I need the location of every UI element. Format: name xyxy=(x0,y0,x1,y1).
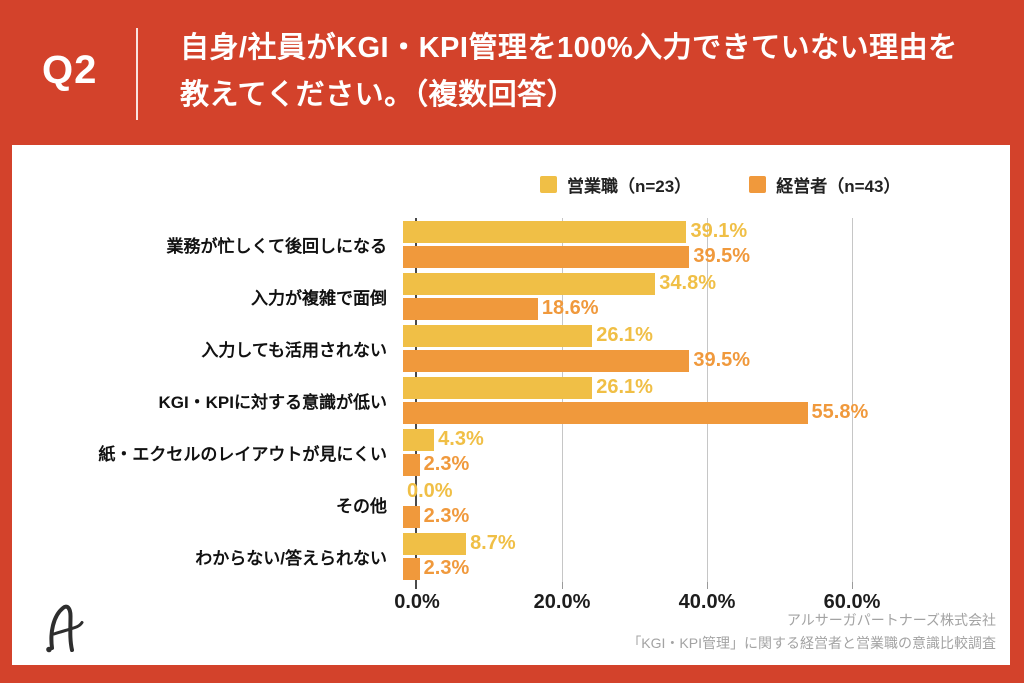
chart-row: 紙・エクセルのレイアウトが見にくい 4.3% 2.3% xyxy=(12,426,983,478)
chart-row: その他 0.0% 2.3% xyxy=(12,478,983,530)
axis-tick xyxy=(852,582,853,589)
bar-line: 39.1% xyxy=(403,220,983,243)
category-label: その他 xyxy=(336,496,387,516)
bar-line: 39.5% xyxy=(403,349,983,372)
bar xyxy=(403,557,420,580)
question-number: Q2 xyxy=(42,48,98,92)
bar xyxy=(403,245,690,268)
axis-tick xyxy=(562,582,563,589)
bar xyxy=(403,349,690,372)
bar-value-label: 2.3% xyxy=(423,557,470,579)
bar-value-label: 18.6% xyxy=(541,297,599,319)
bar xyxy=(403,297,538,320)
bar-value-label: 26.1% xyxy=(596,324,653,346)
x-tick-label: 0.0% xyxy=(394,591,440,613)
bar-value-label: 55.8% xyxy=(811,401,869,423)
chart-row: KGI・KPIに対する意識が低い 26.1% 55.8% xyxy=(12,374,983,426)
bar xyxy=(403,505,420,528)
bar xyxy=(403,272,656,295)
header-divider xyxy=(136,28,138,120)
bar-group: 0.0% 2.3% xyxy=(403,480,983,528)
chart-row: わからない/答えられない 8.7% 2.3% xyxy=(12,530,983,582)
bar-value-label: 0.0% xyxy=(407,480,453,502)
bar-value-label: 26.1% xyxy=(596,376,653,398)
bar-line: 39.5% xyxy=(403,245,983,268)
bar-line: 0.0% xyxy=(403,480,983,503)
legend-swatch-sales-icon xyxy=(540,176,557,193)
question-title: 自身/社員がKGI・KPI管理を100%入力できていない理由を 教えてください。… xyxy=(180,25,958,119)
bar-group: 4.3% 2.3% xyxy=(403,428,983,476)
bar xyxy=(403,453,420,476)
chart-row: 入力が複雑で面倒 34.8% 18.6% xyxy=(12,270,983,322)
category-label: 入力が複雑で面倒 xyxy=(251,288,387,308)
chart-row: 業務が忙しくて後回しになる 39.1% 39.5% xyxy=(12,218,983,270)
bar-line: 2.3% xyxy=(403,505,983,528)
category-label: 業務が忙しくて後回しになる xyxy=(166,236,388,256)
bar-group: 26.1% 55.8% xyxy=(403,376,983,424)
source-survey: 「KGI・KPI管理」に関する経営者と営業職の意識比較調査 xyxy=(627,635,996,651)
bar-line: 2.3% xyxy=(403,453,983,476)
chart-rows: 業務が忙しくて後回しになる 39.1% 39.5% 入力が複雑で面倒 34.8% 18.6… xyxy=(12,218,983,582)
bar-group: 8.7% 2.3% xyxy=(403,532,983,580)
bar-value-label: 39.5% xyxy=(693,245,751,267)
bar-group: 26.1% 39.5% xyxy=(403,324,983,372)
bar-line: 2.3% xyxy=(403,557,983,580)
bar-line: 4.3% xyxy=(403,428,983,451)
bar-value-label: 2.3% xyxy=(423,505,470,527)
bar-group: 34.8% 18.6% xyxy=(403,272,983,320)
x-tick-label: 40.0% xyxy=(678,591,736,613)
axis-tick xyxy=(707,582,708,589)
bar-value-label: 4.3% xyxy=(438,428,484,450)
bar-line: 18.6% xyxy=(403,297,983,320)
x-axis-labels: 0.0% 20.0% 40.0% 60.0% xyxy=(12,591,1010,615)
bar xyxy=(403,376,593,399)
bar-line: 26.1% xyxy=(403,324,983,347)
category-label: わからない/答えられない xyxy=(195,548,387,568)
legend-item-executives: 経営者（n=43） xyxy=(749,172,900,197)
bar xyxy=(403,428,435,451)
bar-line: 34.8% xyxy=(403,272,983,295)
question-title-line1: 自身/社員がKGI・KPI管理を100%入力できていない理由を xyxy=(180,32,958,64)
chart-row: 入力しても活用されない 26.1% 39.5% xyxy=(12,322,983,374)
category-label: 紙・エクセルのレイアウトが見にくい xyxy=(98,444,387,464)
legend-label-sales: 営業職（n=23） xyxy=(567,177,692,196)
bar-value-label: 2.3% xyxy=(423,453,470,475)
bar-group: 39.1% 39.5% xyxy=(403,220,983,268)
bar-value-label: 8.7% xyxy=(470,532,516,554)
question-title-line2: 教えてください。（複数回答） xyxy=(180,79,577,111)
bar xyxy=(403,401,808,424)
x-tick-label: 20.0% xyxy=(533,591,591,613)
legend-item-sales: 営業職（n=23） xyxy=(540,172,691,197)
legend-label-executives: 経営者（n=43） xyxy=(776,177,901,196)
source-company: アルサーガパートナーズ株式会社 xyxy=(786,612,996,628)
source-note: アルサーガパートナーズ株式会社 「KGI・KPI管理」に関する経営者と営業職の意… xyxy=(627,609,996,655)
x-tick-label: 60.0% xyxy=(823,591,881,613)
chart-legend: 営業職（n=23） 経営者（n=43） xyxy=(540,172,900,197)
alsaga-logo-icon xyxy=(46,604,84,653)
bar-line: 26.1% xyxy=(403,376,983,399)
bar xyxy=(403,324,593,347)
bar-value-label: 39.1% xyxy=(690,220,748,242)
bar-line: 55.8% xyxy=(403,401,983,424)
legend-swatch-executives-icon xyxy=(749,176,767,193)
gridline xyxy=(707,218,708,582)
bar-value-label: 34.8% xyxy=(659,272,717,294)
category-label: KGI・KPIに対する意識が低い xyxy=(158,392,387,412)
bar-line: 8.7% xyxy=(403,532,983,555)
bar-value-label: 39.5% xyxy=(693,349,751,371)
gridline xyxy=(852,218,853,582)
chart-card: 営業職（n=23） 経営者（n=43） 業務が忙しくて後回しになる 39.1% 39… xyxy=(12,145,1010,665)
bar xyxy=(403,220,687,243)
category-label: 入力しても活用されない xyxy=(201,340,387,360)
bar xyxy=(403,532,467,555)
gridline xyxy=(562,218,563,582)
